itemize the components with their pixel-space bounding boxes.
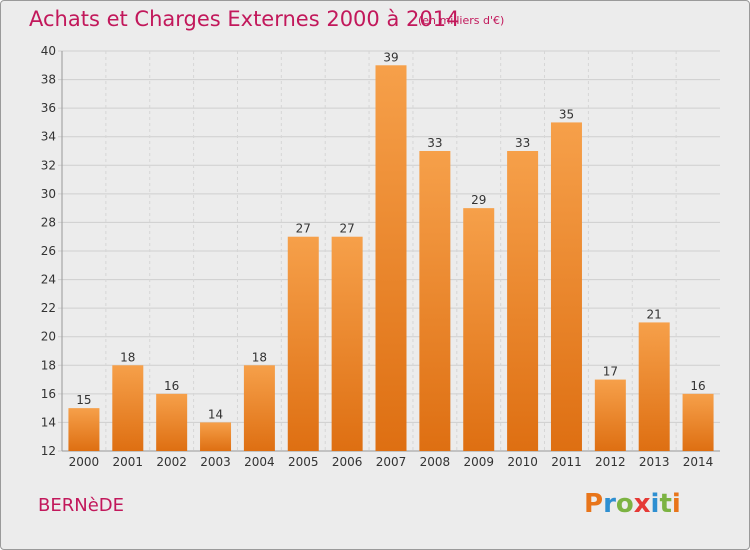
chart-title: Achats et Charges Externes 2000 à 2014: [29, 7, 460, 31]
y-tick-label: 22: [41, 301, 56, 315]
bar-value-label: 18: [120, 350, 135, 364]
y-tick-label: 24: [41, 273, 56, 287]
bar-value-label: 39: [383, 50, 398, 64]
bar: [594, 379, 626, 451]
y-tick-label: 16: [41, 387, 56, 401]
x-tick-label: 2002: [156, 455, 187, 469]
x-tick-label: 2003: [200, 455, 231, 469]
x-tick-label: 2000: [69, 455, 100, 469]
bar-value-label: 35: [559, 107, 574, 121]
logo-letter: o: [615, 489, 634, 519]
logo-letter: t: [659, 489, 672, 519]
x-tick-label: 2013: [639, 455, 670, 469]
x-tick-label: 2014: [683, 455, 714, 469]
x-tick-label: 2006: [332, 455, 363, 469]
x-tick-label: 2005: [288, 455, 319, 469]
bar-value-label: 14: [208, 407, 223, 421]
bar-value-label: 15: [76, 393, 91, 407]
x-tick-label: 2004: [244, 455, 275, 469]
logo-letter: i: [650, 489, 660, 519]
bar-value-label: 33: [515, 136, 530, 150]
x-tick-label: 2001: [113, 455, 144, 469]
x-tick-label: 2012: [595, 455, 626, 469]
bar: [507, 151, 539, 451]
bar: [156, 393, 188, 451]
bar-value-label: 27: [296, 222, 311, 236]
logo-letter: x: [633, 489, 651, 519]
logo-letter: P: [584, 489, 604, 519]
proxiti-logo: Proxiti: [584, 489, 681, 519]
y-tick-label: 30: [41, 187, 56, 201]
bar: [112, 365, 144, 451]
bar-value-label: 27: [339, 222, 354, 236]
bar: [287, 236, 319, 451]
y-tick-label: 12: [41, 444, 56, 458]
bar-value-label: 18: [252, 350, 267, 364]
logo-letter: r: [603, 489, 616, 519]
x-tick-label: 2010: [507, 455, 538, 469]
bar: [243, 365, 275, 451]
bar: [331, 236, 363, 451]
y-tick-label: 28: [41, 215, 56, 229]
y-tick-label: 14: [41, 415, 56, 429]
bar-value-label: 29: [471, 193, 486, 207]
bar: [638, 322, 670, 451]
x-tick-label: 2007: [376, 455, 407, 469]
x-tick-label: 2011: [551, 455, 582, 469]
bar: [375, 65, 407, 452]
bar-value-label: 21: [647, 307, 662, 321]
bar: [550, 122, 582, 451]
y-tick-label: 40: [41, 44, 56, 58]
bar: [463, 208, 495, 451]
bar: [200, 422, 232, 451]
bar: [419, 151, 451, 451]
chart-subtitle: (en milliers d'€): [418, 14, 505, 27]
y-tick-label: 26: [41, 244, 56, 258]
y-tick-label: 38: [41, 73, 56, 87]
bar-value-label: 33: [427, 136, 442, 150]
bar: [68, 408, 100, 451]
bar: [682, 393, 714, 451]
y-tick-label: 36: [41, 101, 56, 115]
bar-value-label: 17: [603, 365, 618, 379]
bar-value-label: 16: [164, 379, 179, 393]
y-tick-label: 18: [41, 358, 56, 372]
bar-value-label: 16: [690, 379, 705, 393]
y-tick-label: 32: [41, 158, 56, 172]
y-tick-label: 20: [41, 330, 56, 344]
place-name: BERNèDE: [38, 495, 125, 516]
logo-letter: i: [671, 489, 681, 519]
x-tick-label: 2008: [420, 455, 451, 469]
x-tick-label: 2009: [463, 455, 494, 469]
y-tick-label: 34: [41, 130, 56, 144]
